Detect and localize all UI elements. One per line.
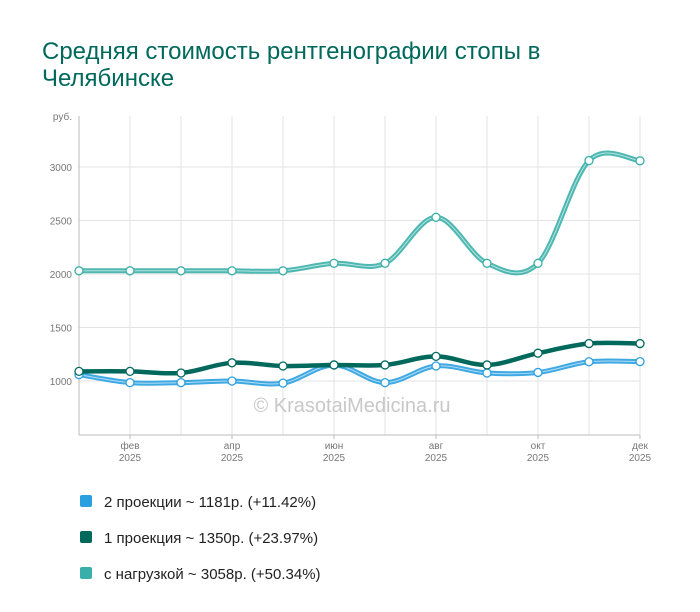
legend-label: 2 проекции ~ 1181р. (+11.42%) bbox=[104, 493, 317, 511]
series-2-проекции bbox=[74, 356, 645, 388]
data-point bbox=[227, 358, 237, 368]
data-point bbox=[125, 266, 135, 276]
data-point bbox=[431, 361, 441, 371]
legend-label: с нагрузкой ~ 3058р. (+50.34%) bbox=[104, 565, 321, 583]
legend-swatch bbox=[80, 531, 92, 543]
data-point bbox=[125, 366, 135, 377]
data-point bbox=[278, 378, 288, 388]
data-point bbox=[533, 348, 543, 358]
data-point bbox=[74, 366, 84, 377]
data-point bbox=[380, 377, 390, 388]
data-point bbox=[278, 266, 288, 276]
data-point bbox=[635, 156, 645, 166]
legend: 2 проекции ~ 1181р. (+11.42%) 1 проекция… bbox=[80, 484, 321, 592]
chart-grid bbox=[78, 116, 641, 435]
x-tick-year: 2025 bbox=[629, 453, 652, 464]
x-tick-year: 2025 bbox=[425, 453, 448, 464]
data-point bbox=[635, 338, 645, 349]
data-point bbox=[329, 360, 339, 370]
chart-axes: 10001500200025003000руб.фев2025апр2025ию… bbox=[50, 111, 652, 464]
y-tick-label: 3000 bbox=[50, 163, 73, 174]
legend-label: 1 проекция ~ 1350р. (+23.97%) bbox=[104, 529, 319, 547]
watermark: © KrasotaiMedicina.ru bbox=[253, 395, 450, 417]
x-tick-label: фев bbox=[120, 440, 139, 452]
x-tick-label: окт bbox=[531, 441, 546, 452]
data-point bbox=[176, 266, 186, 276]
y-tick-label: 1000 bbox=[50, 377, 73, 388]
x-tick-year: 2025 bbox=[221, 453, 244, 464]
data-point bbox=[584, 357, 594, 367]
data-point bbox=[380, 360, 390, 370]
data-point bbox=[635, 356, 645, 367]
data-point bbox=[584, 338, 594, 349]
y-tick-label: 2500 bbox=[50, 217, 73, 228]
data-point bbox=[227, 376, 237, 386]
x-tick-label: июн bbox=[325, 441, 344, 452]
line-chart: 10001500200025003000руб.фев2025апр2025ию… bbox=[50, 111, 652, 464]
data-point bbox=[74, 266, 84, 276]
data-point bbox=[431, 351, 441, 362]
series-1-проекция bbox=[74, 338, 645, 378]
legend-swatch bbox=[80, 495, 92, 507]
y-tick-label: 2000 bbox=[50, 270, 73, 281]
data-point bbox=[125, 377, 135, 388]
series-с-нагрузкой bbox=[74, 150, 645, 276]
x-tick-label: апр bbox=[224, 441, 241, 452]
legend-swatch bbox=[80, 567, 92, 579]
data-point bbox=[176, 368, 186, 378]
chart-series bbox=[74, 150, 645, 388]
data-point bbox=[482, 360, 492, 370]
data-point bbox=[227, 266, 237, 276]
x-tick-label: дек bbox=[632, 441, 648, 452]
data-point bbox=[533, 258, 543, 268]
chart-title: Средняя стоимость рентгенографии стопы в… bbox=[42, 38, 541, 92]
data-point bbox=[482, 258, 492, 268]
data-point bbox=[431, 212, 441, 222]
data-point bbox=[278, 361, 288, 371]
series-line bbox=[76, 150, 643, 276]
data-point bbox=[584, 155, 594, 166]
y-tick-label: 1500 bbox=[50, 324, 73, 335]
y-axis-unit: руб. bbox=[53, 111, 72, 123]
data-point bbox=[533, 367, 543, 378]
legend-item-with-load[interactable]: с нагрузкой ~ 3058р. (+50.34%) bbox=[80, 556, 321, 592]
x-tick-year: 2025 bbox=[119, 453, 142, 464]
data-point bbox=[380, 258, 390, 268]
legend-item-1-projection[interactable]: 1 проекция ~ 1350р. (+23.97%) bbox=[80, 520, 321, 556]
x-tick-label: авг bbox=[429, 441, 444, 452]
data-point bbox=[329, 258, 339, 268]
data-point bbox=[176, 377, 186, 388]
legend-item-2-projections[interactable]: 2 проекции ~ 1181р. (+11.42%) bbox=[80, 484, 321, 520]
data-point bbox=[482, 368, 492, 378]
x-tick-year: 2025 bbox=[527, 453, 550, 464]
x-tick-year: 2025 bbox=[323, 453, 346, 464]
series-line-highlight bbox=[78, 152, 641, 274]
